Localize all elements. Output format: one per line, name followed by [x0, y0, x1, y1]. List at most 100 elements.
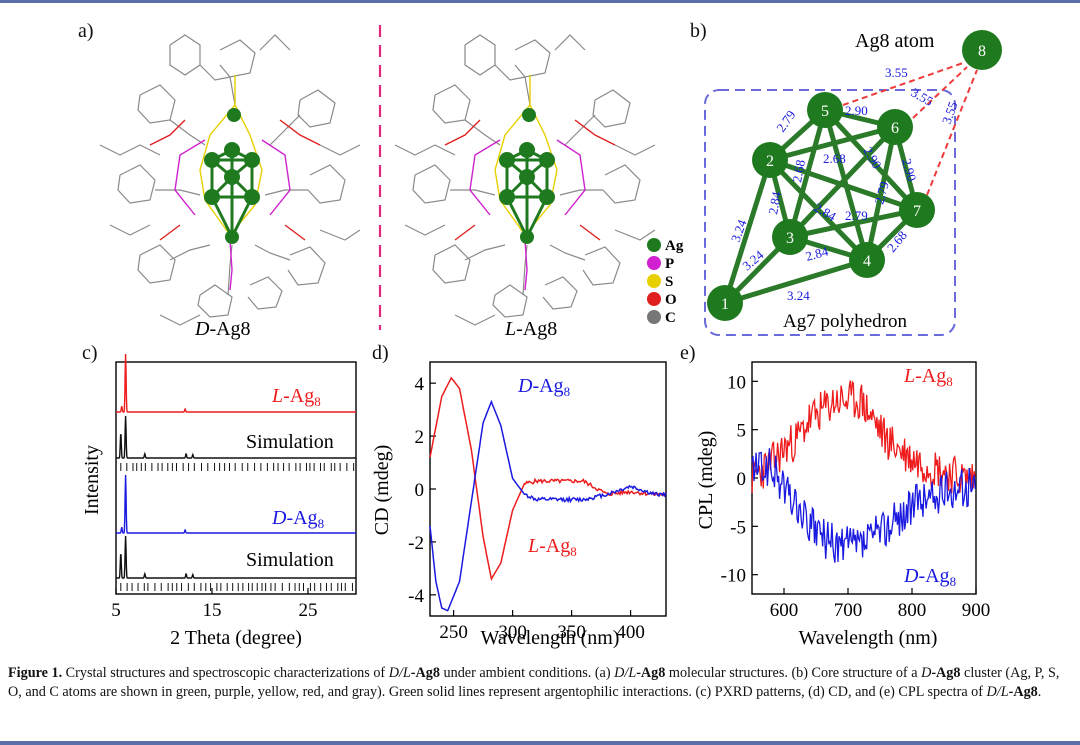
- pxrd-xtick-label: 5: [111, 600, 121, 621]
- svg-text:4: 4: [863, 253, 871, 270]
- caption-figure-number: Figure 1.: [8, 665, 63, 681]
- cd-ytick-label: 4: [415, 374, 425, 395]
- svg-text:2.79: 2.79: [845, 208, 868, 223]
- legend-s: S: [665, 274, 673, 290]
- ligand-skeleton: [99, 34, 361, 326]
- cpl-xtick-label: 800: [898, 600, 927, 621]
- svg-text:2.90: 2.90: [860, 144, 884, 171]
- svg-text:1: 1: [721, 296, 729, 313]
- figure-caption: Figure 1. Crystal structures and spectro…: [8, 665, 1060, 700]
- atom-numbers: 1 2 3 4 5 6 7 8: [721, 43, 986, 313]
- legend-o: O: [665, 292, 677, 308]
- legend-c: C: [665, 310, 676, 326]
- svg-text:5: 5: [821, 103, 829, 120]
- ag-atoms: [204, 108, 260, 244]
- pxrd-xtick-label: 15: [203, 600, 222, 621]
- cpl-ytick-label: 10: [727, 372, 746, 393]
- cpl-series-L-Ag8: [751, 380, 976, 494]
- pxrd-trace-0: [116, 353, 356, 413]
- ag8-atom-title: Ag8 atom: [855, 30, 935, 52]
- pxrd-label-sim-1: Simulation: [246, 431, 334, 453]
- ag8-contacts: [842, 62, 978, 196]
- panel-a-label: a): [78, 20, 94, 42]
- legend-ag: Ag: [665, 238, 684, 254]
- simulation-tick-marks: [120, 583, 353, 591]
- d-ag8-label: D-Ag8: [194, 318, 251, 340]
- cpl-xtick-label: 900: [962, 600, 991, 621]
- cpl-ytick-label: 0: [737, 469, 747, 490]
- svg-text:3.24: 3.24: [728, 217, 750, 244]
- cpl-ytick-label: -5: [730, 517, 746, 538]
- svg-text:2.84: 2.84: [804, 243, 830, 264]
- cd-label-l-ag8: L-Ag8: [527, 535, 577, 559]
- panel-e-cpl-chart: CPL (mdeg) Wavelength (nm) 600 700 800 900 -…: [695, 361, 991, 649]
- svg-text:3: 3: [786, 230, 794, 247]
- cd-xtick-label: 400: [616, 622, 645, 643]
- cpl-series-D-Ag8: [751, 448, 976, 563]
- panel-b-label: b): [690, 20, 707, 42]
- panel-d-cd-chart: CD (mdeg) Wavelength (nm) 250 300 350 400 -4…: [371, 361, 667, 649]
- svg-text:3.55: 3.55: [885, 65, 908, 80]
- svg-text:2.84: 2.84: [765, 190, 784, 216]
- ag7-polyhedron-label: Ag7 polyhedron: [783, 311, 908, 332]
- svg-text:2.68: 2.68: [789, 159, 808, 184]
- svg-text:8: 8: [978, 43, 986, 60]
- cpl-xtick-label: 600: [770, 600, 799, 621]
- svg-text:2.84: 2.84: [812, 200, 840, 225]
- ag-atoms-b: [707, 30, 1002, 321]
- panel-c-label: c): [82, 342, 98, 364]
- panel-e-label: e): [680, 342, 696, 364]
- cpl-ytick-label: 5: [737, 421, 747, 442]
- top-rule: [0, 0, 1080, 3]
- pxrd-frame: [115, 361, 357, 595]
- cd-ytick-label: -2: [408, 533, 424, 554]
- pxrd-ylabel: Intensity: [81, 445, 103, 515]
- cpl-label-d-ag8: D-Ag8: [903, 565, 956, 589]
- pxrd-xtick-label: 25: [299, 600, 318, 621]
- cpl-ytick-label: -10: [721, 566, 746, 587]
- svg-text:7: 7: [913, 203, 921, 220]
- cd-series-L-Ag8: [429, 376, 667, 582]
- panel-b-core: 1 2 3 4 5 6 7 8 Ag8 atom 3.55 3.55 3.55 …: [704, 30, 1002, 336]
- svg-text:2.79: 2.79: [773, 107, 798, 134]
- svg-text:6: 6: [891, 120, 899, 137]
- panel-a-structures: Ag P S O C D-Ag8 L-Ag8: [99, 25, 684, 340]
- svg-text:3.55: 3.55: [939, 100, 961, 127]
- cpl-label-l-ag8: L-Ag8: [903, 365, 953, 389]
- cd-xtick-label: 250: [439, 622, 468, 643]
- svg-text:2.79: 2.79: [871, 180, 891, 206]
- l-ag8-molecule: [393, 33, 657, 327]
- pxrd-trace-3: [116, 535, 356, 579]
- legend-p: P: [665, 256, 674, 272]
- svg-text:2.90: 2.90: [899, 157, 919, 183]
- cd-label-d-ag8: D-Ag8: [517, 375, 570, 399]
- cd-series-D-Ag8: [429, 399, 667, 612]
- cpl-xtick-label: 700: [834, 600, 863, 621]
- cd-ytick-label: 2: [415, 427, 425, 448]
- ligand-heteroatom-bonds: [149, 75, 321, 291]
- cd-ytick-label: -4: [408, 586, 424, 607]
- cd-ytick-label: 0: [415, 480, 425, 501]
- panel-c-pxrd-chart: Intensity 2 Theta (degree) 5 15 25 L-Ag8 S…: [81, 353, 357, 649]
- pxrd-xlabel: 2 Theta (degree): [170, 627, 302, 649]
- svg-text:2.90: 2.90: [845, 103, 868, 118]
- svg-text:3.55: 3.55: [909, 85, 936, 109]
- cd-xtick-label: 300: [498, 622, 526, 643]
- cd-frame: [429, 361, 667, 617]
- l-ag8-label: L-Ag8: [504, 318, 557, 340]
- pxrd-label-l-ag8: L-Ag8: [271, 385, 321, 409]
- cd-xtick-label: 350: [557, 622, 586, 643]
- d-ag8-molecule: [99, 34, 361, 326]
- simulation-tick-marks: [120, 463, 355, 471]
- pxrd-trace-1: [116, 415, 356, 459]
- pxrd-trace-2: [116, 474, 356, 534]
- cpl-xlabel: Wavelength (nm): [799, 627, 938, 649]
- pxrd-label-sim-2: Simulation: [246, 549, 334, 571]
- svg-text:2: 2: [766, 153, 774, 170]
- pxrd-label-d-ag8: D-Ag8: [271, 507, 324, 531]
- bottom-rule: [0, 741, 1080, 745]
- svg-text:2.68: 2.68: [823, 151, 846, 166]
- svg-text:3.24: 3.24: [787, 288, 810, 303]
- cd-ylabel: CD (mdeg): [371, 445, 393, 536]
- panel-d-label: d): [372, 342, 389, 364]
